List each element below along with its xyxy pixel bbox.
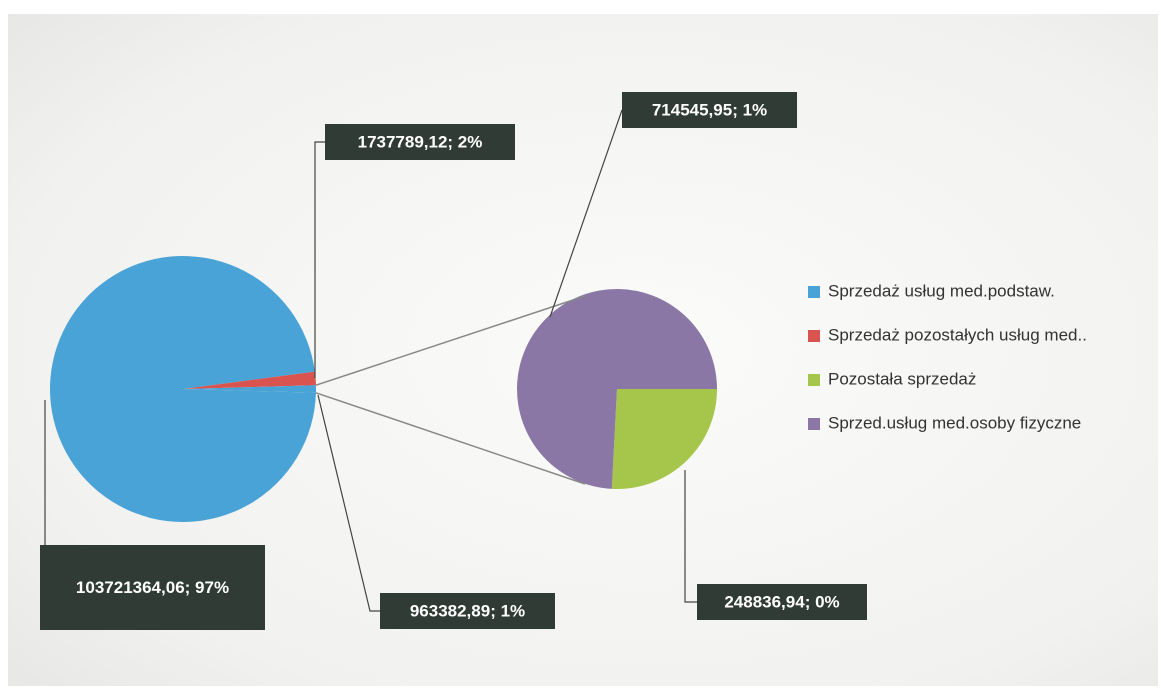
- legend-label: Pozostała sprzedaż: [828, 369, 976, 388]
- legend-label: Sprzedaż usług med.podstaw.: [828, 281, 1055, 300]
- connector-line: [315, 295, 586, 386]
- leader-line: [549, 109, 623, 318]
- data-label: 963382,89; 1%: [410, 601, 525, 620]
- legend-label: Sprzed.usług med.osoby fizyczne: [828, 413, 1081, 432]
- data-label-box: [380, 593, 555, 629]
- leader-line: [314, 141, 325, 378]
- leader-line: [684, 470, 697, 603]
- pie-slice: [517, 289, 717, 489]
- legend-swatch: [808, 418, 820, 430]
- legend-label: Sprzedaż pozostałych usług med..: [828, 325, 1087, 344]
- pie-slice: [183, 371, 316, 389]
- data-label: 714545,95; 1%: [652, 100, 767, 119]
- data-label-box: [622, 92, 797, 128]
- data-label-box: [325, 124, 515, 160]
- data-label: 248836,94; 0%: [724, 592, 839, 611]
- pie-slice: [611, 389, 717, 489]
- connector-line: [315, 392, 586, 485]
- data-label: 103721364,06; 97%: [76, 578, 229, 597]
- data-label-box: [40, 545, 265, 630]
- leader-line: [317, 394, 380, 612]
- pie-slice: [50, 256, 316, 523]
- legend-swatch: [808, 330, 820, 342]
- legend-swatch: [808, 286, 820, 298]
- data-label-box: [697, 584, 867, 620]
- legend-swatch: [808, 374, 820, 386]
- data-label: 1737789,12; 2%: [358, 132, 483, 151]
- pie-slice: [183, 385, 317, 393]
